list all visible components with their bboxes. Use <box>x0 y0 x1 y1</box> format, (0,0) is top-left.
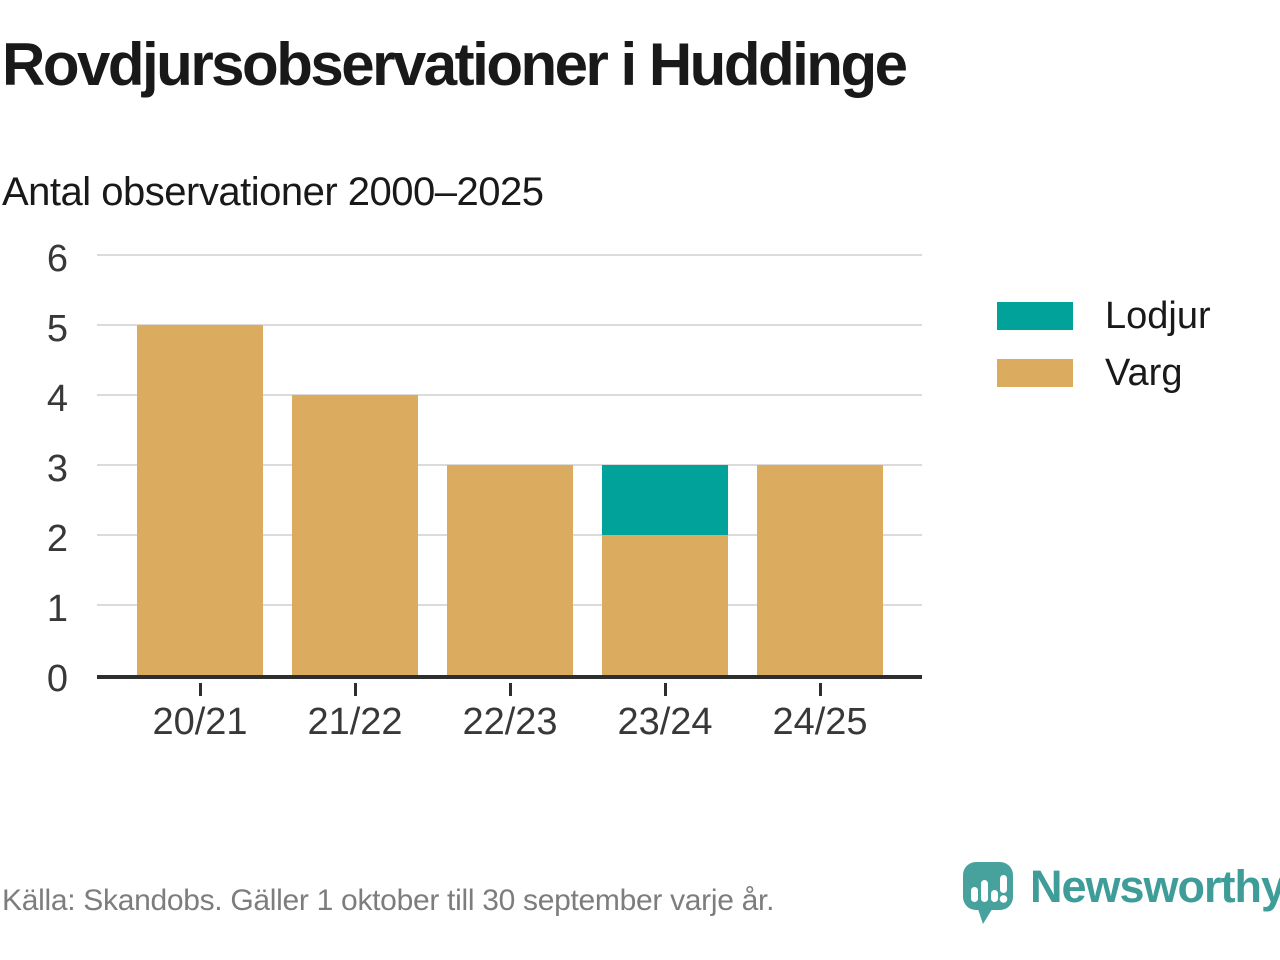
legend-label-lodjur: Lodjur <box>1105 295 1211 337</box>
gridline-y4 <box>97 394 922 396</box>
bar-24-25-varg <box>757 465 883 675</box>
gridline-y5 <box>97 324 922 326</box>
brand-name: Newsworthy <box>1030 861 1280 912</box>
x-tick-label-23-24: 23/24 <box>617 701 713 743</box>
y-tick-label-2: 2 <box>46 518 68 560</box>
legend-swatch-lodjur <box>997 302 1073 330</box>
bar-20-21-varg <box>137 325 263 675</box>
legend-label-varg: Varg <box>1105 352 1183 394</box>
y-tick-label-6: 6 <box>46 238 68 280</box>
bar-23-24-varg <box>602 535 728 675</box>
x-axis-tick-20-21 <box>198 683 202 696</box>
legend-item-varg: Varg <box>997 352 1211 394</box>
x-tick-label-24-25: 24/25 <box>772 701 868 743</box>
bar-23-24-lodjur <box>602 465 728 535</box>
y-tick-label-3: 3 <box>46 448 68 490</box>
plot-area <box>97 254 922 679</box>
bar-21-22-varg <box>292 395 418 675</box>
x-axis-tick-21-22 <box>353 683 357 696</box>
y-tick-label-5: 5 <box>46 308 68 350</box>
legend-item-lodjur: Lodjur <box>997 295 1211 337</box>
y-tick-label-4: 4 <box>46 378 68 420</box>
x-tick-label-21-22: 21/22 <box>307 701 403 743</box>
y-tick-label-1: 1 <box>46 588 68 630</box>
x-axis-tick-23-24 <box>663 683 667 696</box>
newsworthy-speech-bubble-bar-chart-icon <box>963 862 1013 924</box>
legend-swatch-varg <box>997 359 1073 387</box>
page-subtitle: Antal observationer 2000–2025 <box>2 170 544 214</box>
bar-22-23-varg <box>447 465 573 675</box>
x-axis-tick-24-25 <box>818 683 822 696</box>
x-tick-label-20-21: 20/21 <box>152 701 248 743</box>
y-tick-label-0: 0 <box>46 658 68 700</box>
gridline-y6 <box>97 254 922 256</box>
source-note: Källa: Skandobs. Gäller 1 oktober till 3… <box>2 884 775 917</box>
x-axis-tick-22-23 <box>508 683 512 696</box>
x-tick-label-22-23: 22/23 <box>462 701 558 743</box>
legend: Lodjur Varg <box>997 295 1211 416</box>
page-title: Rovdjursobservationer i Huddinge <box>2 31 908 98</box>
brand-logo: Newsworthy <box>963 862 1280 926</box>
